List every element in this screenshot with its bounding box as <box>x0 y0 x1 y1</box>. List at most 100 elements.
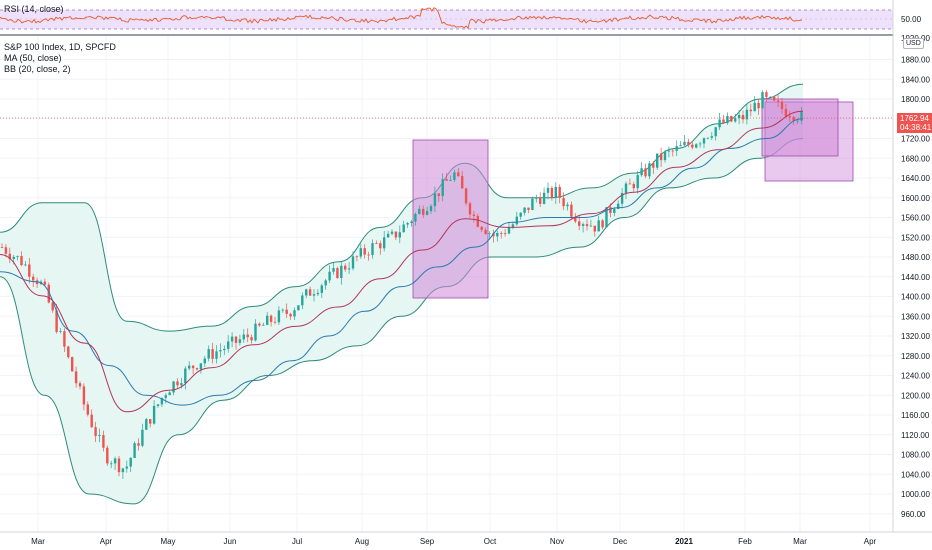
candle-body <box>667 150 671 152</box>
rsi-legend[interactable]: RSI (14, close) <box>4 4 64 15</box>
bar-countdown: 04:38:41 <box>900 123 932 132</box>
candle-body <box>593 225 596 232</box>
candle-body <box>476 215 479 227</box>
candle-body <box>718 119 721 128</box>
candle-body <box>215 351 218 359</box>
bb-basis-line <box>0 110 804 413</box>
candle-body <box>792 117 795 121</box>
candle-body <box>113 458 117 464</box>
candle-body <box>398 232 401 238</box>
candle-body <box>227 341 230 349</box>
time-axis[interactable] <box>0 532 932 550</box>
candle-body <box>390 231 394 234</box>
candle-body <box>324 280 327 286</box>
candle-body <box>164 395 167 398</box>
time-axis-label: Mar <box>793 537 807 546</box>
candle-body <box>394 231 398 238</box>
candle-body <box>562 197 565 207</box>
bb-lower-band <box>0 138 804 505</box>
candle-body <box>628 183 632 185</box>
candle-body <box>683 141 686 146</box>
candle-body <box>332 268 335 272</box>
candle-body <box>4 247 8 254</box>
candle-body <box>86 404 89 415</box>
candle-body <box>710 136 713 138</box>
candle-body <box>574 216 577 222</box>
candle-body <box>106 447 109 464</box>
candle-body <box>503 233 507 235</box>
candle-body <box>507 227 511 234</box>
candle-body <box>191 365 195 369</box>
candle-body <box>336 268 339 278</box>
currency-badge[interactable]: USD <box>903 38 924 49</box>
candle-body <box>8 253 11 259</box>
price-tick-label: 1440.00 <box>901 273 930 282</box>
price-tick-label: 1120.00 <box>901 431 930 440</box>
candle-body <box>441 179 444 197</box>
ma-legend-item[interactable]: MA (50, close) <box>4 53 62 63</box>
candle-body <box>601 220 604 228</box>
candle-body <box>133 443 136 458</box>
candle-body <box>433 193 437 207</box>
price-tick-label: 1080.00 <box>901 451 930 460</box>
candle-body <box>437 193 440 197</box>
candle-body <box>698 143 702 145</box>
candle-body <box>363 248 366 255</box>
price-tick-label: 1320.00 <box>901 332 930 341</box>
candle-body <box>776 100 780 102</box>
candle-body <box>289 313 292 317</box>
candle-body <box>195 368 199 370</box>
price-tick-label: 1280.00 <box>901 352 930 361</box>
candlesticks <box>0 90 803 479</box>
time-axis-label: Jul <box>292 537 302 546</box>
candle-body <box>706 137 710 139</box>
candle-body <box>203 358 206 364</box>
candle-body <box>737 115 741 119</box>
candle-body <box>691 144 694 148</box>
candle-body <box>453 172 456 180</box>
candle-body <box>531 198 534 210</box>
price-axis[interactable] <box>893 0 932 532</box>
candle-body <box>620 193 624 204</box>
bb-legend-item[interactable]: BB (20, close, 2) <box>4 64 71 74</box>
candle-body <box>94 427 97 437</box>
candle-body <box>386 233 390 238</box>
candle-body <box>484 229 487 235</box>
candle-body <box>749 109 752 112</box>
candle-body <box>211 349 214 359</box>
time-axis-label: Apr <box>864 537 877 546</box>
rsi-band <box>0 10 893 29</box>
candle-body <box>500 232 503 234</box>
candle-body <box>425 211 429 215</box>
candle-body <box>82 386 86 405</box>
current-price-tag: 1762.94 04:38:41 <box>897 113 932 133</box>
main-legend[interactable]: S&P 100 Index, 1D, SPCFD MA (50, close) … <box>4 42 116 75</box>
time-axis-label: Dec <box>613 537 627 546</box>
price-tick-label: 1000.00 <box>901 490 930 499</box>
candle-body <box>585 224 589 227</box>
drawing-rectangle-feb-small[interactable] <box>761 98 839 157</box>
candle-body <box>20 256 23 266</box>
candle-body <box>730 116 733 122</box>
candle-body <box>340 265 343 278</box>
candle-body <box>535 197 538 199</box>
candle-body <box>671 150 674 152</box>
candle-body <box>464 188 468 204</box>
candle-body <box>648 163 651 177</box>
candle-body <box>74 371 78 384</box>
candle-body <box>149 419 152 424</box>
candle-body <box>320 285 323 293</box>
candle-body <box>796 120 799 122</box>
candle-body <box>663 151 667 161</box>
candle-body <box>43 281 47 285</box>
candle-body <box>480 226 483 230</box>
price-tick-label: 1520.00 <box>901 233 930 242</box>
bb-upper-band <box>0 83 804 332</box>
candle-body <box>379 243 382 249</box>
candle-body <box>0 247 4 248</box>
candle-body <box>429 206 433 212</box>
price-tick-label: 1360.00 <box>901 312 930 321</box>
time-axis-label: Nov <box>550 537 564 546</box>
candle-body <box>266 315 269 325</box>
